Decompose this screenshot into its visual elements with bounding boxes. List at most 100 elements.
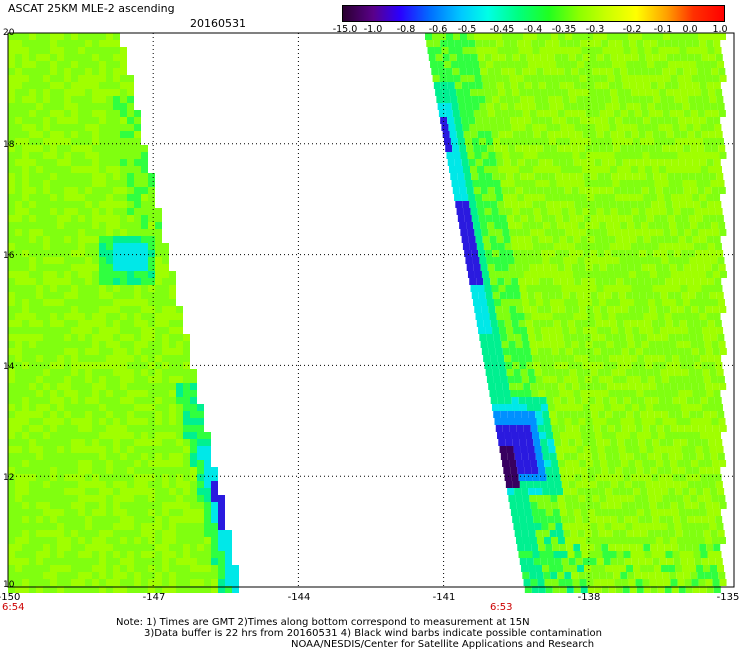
wind-cell <box>555 369 563 376</box>
wind-cell <box>441 124 449 131</box>
wind-cell <box>715 54 723 61</box>
wind-cell <box>549 180 557 187</box>
wind-cell <box>64 250 71 257</box>
wind-cell <box>515 537 523 544</box>
wind-cell <box>549 530 557 537</box>
wind-cell <box>512 54 520 61</box>
wind-cell <box>71 173 78 180</box>
wind-cell <box>468 236 476 243</box>
wind-cell <box>120 439 127 446</box>
wind-cell <box>169 453 176 460</box>
wind-cell <box>99 61 106 68</box>
wind-cell <box>526 481 534 488</box>
wind-cell <box>668 257 676 264</box>
wind-cell <box>595 474 603 481</box>
wind-cell <box>43 495 50 502</box>
wind-cell <box>656 33 663 40</box>
wind-cell <box>134 222 141 229</box>
wind-cell <box>699 117 707 124</box>
wind-cell <box>586 383 594 390</box>
wind-cell <box>148 334 155 341</box>
wind-cell <box>620 145 628 152</box>
wind-cell <box>621 152 629 159</box>
wind-cell <box>141 292 148 299</box>
wind-cell <box>183 383 190 390</box>
wind-cell <box>533 54 541 61</box>
wind-cell <box>502 152 510 159</box>
wind-cell <box>622 194 630 201</box>
wind-cell <box>155 453 162 460</box>
wind-cell <box>461 82 469 89</box>
wind-cell <box>514 61 522 68</box>
wind-cell <box>57 516 64 523</box>
wind-cell <box>113 222 120 229</box>
wind-cell <box>85 383 92 390</box>
wind-cell <box>460 33 467 40</box>
wind-cell <box>541 327 549 334</box>
wind-cell <box>565 306 573 313</box>
wind-cell <box>500 334 508 341</box>
wind-cell <box>648 537 656 544</box>
wind-cell <box>127 376 134 383</box>
wind-cell <box>120 425 127 432</box>
wind-cell <box>640 488 648 495</box>
wind-cell <box>708 362 716 369</box>
wind-cell <box>120 502 127 509</box>
wind-cell <box>524 236 532 243</box>
wind-cell <box>8 544 15 551</box>
wind-cell <box>595 278 603 285</box>
wind-cell <box>15 285 22 292</box>
wind-cell <box>668 453 676 460</box>
wind-cell <box>547 362 555 369</box>
wind-cell <box>113 68 120 75</box>
wind-cell <box>64 355 71 362</box>
wind-cell <box>675 61 683 68</box>
wind-cell <box>92 425 99 432</box>
wind-cell <box>22 348 29 355</box>
wind-cell <box>225 537 232 544</box>
wind-cell <box>674 292 682 299</box>
wind-cell <box>528 103 536 110</box>
wind-cell <box>599 341 607 348</box>
wind-cell <box>484 208 492 215</box>
wind-cell <box>584 180 592 187</box>
wind-cell <box>569 523 577 530</box>
wind-cell <box>545 313 553 320</box>
wind-cell <box>543 341 551 348</box>
wind-cell <box>127 474 134 481</box>
wind-cell <box>204 432 211 439</box>
wind-cell <box>127 159 134 166</box>
wind-cell <box>85 208 92 215</box>
wind-cell <box>614 306 622 313</box>
wind-cell <box>440 117 448 124</box>
wind-cell <box>473 187 481 194</box>
wind-cell <box>582 208 590 215</box>
wind-cell <box>85 299 92 306</box>
wind-cell <box>598 61 606 68</box>
wind-cell <box>504 432 512 439</box>
wind-cell <box>22 404 29 411</box>
wind-cell <box>714 47 722 54</box>
wind-cell <box>169 411 176 418</box>
wind-cell <box>558 460 566 467</box>
wind-cell <box>531 117 539 124</box>
wind-cell <box>607 271 615 278</box>
wind-cell <box>36 208 43 215</box>
wind-cell <box>22 306 29 313</box>
wind-cell <box>680 89 688 96</box>
wind-cell <box>698 425 706 432</box>
wind-cell <box>603 54 611 61</box>
wind-cell <box>479 257 487 264</box>
wind-cell <box>64 201 71 208</box>
wind-cell <box>134 348 141 355</box>
wind-cell <box>648 145 656 152</box>
wind-cell <box>454 40 462 47</box>
wind-cell <box>99 551 106 558</box>
wind-cell <box>544 383 552 390</box>
wind-cell <box>663 271 671 278</box>
wind-cell <box>8 474 15 481</box>
wind-cell <box>627 537 635 544</box>
wind-cell <box>57 488 64 495</box>
wind-cell <box>557 264 565 271</box>
wind-cell <box>562 138 570 145</box>
